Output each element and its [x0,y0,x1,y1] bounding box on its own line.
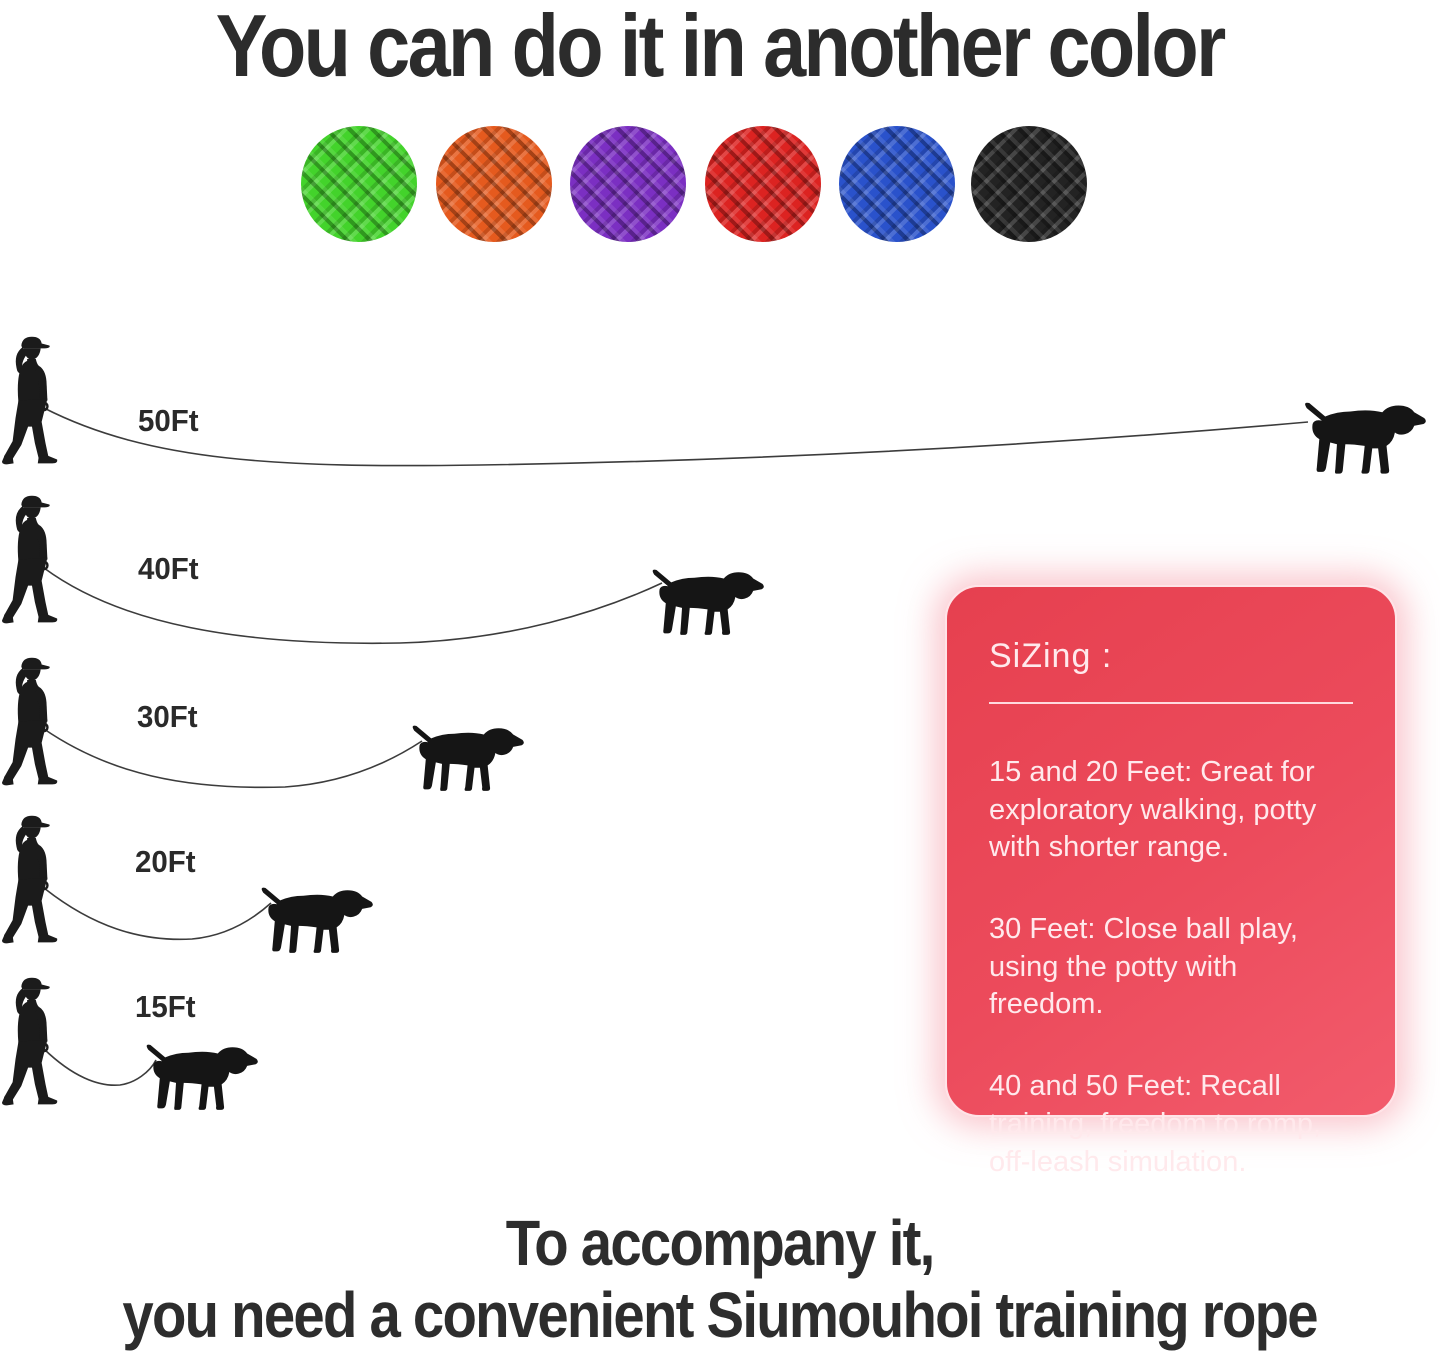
person-icon [2,655,60,792]
dog-icon [408,717,524,803]
color-swatch-green [301,126,417,242]
sizing-item-40-50ft: 40 and 50 Feet: Recall training, freedom… [989,1070,1322,1178]
color-swatch-blue [839,126,955,242]
footer-headline: To accompany it, you need a convenient S… [122,1207,1319,1351]
sizing-card-heading: SiZing : [989,637,1113,675]
dog-icon [648,561,764,647]
leash-line-50ft [43,407,1309,467]
dog-icon [142,1036,258,1122]
sizing-item-30ft: 30 Feet: Close ball play, using the pott… [989,913,1298,1021]
title-wrap: You can do it in another color [0,0,1440,92]
person-icon [2,334,60,471]
person-icon [2,975,60,1112]
leash-line-40ft [43,567,663,645]
color-swatch-orange [436,126,552,242]
dog-icon [1290,398,1436,482]
color-swatch-purple [570,126,686,242]
sizing-card: SiZing : 15 and 20 Feet: Great for explo… [945,585,1397,1178]
color-swatch-black [971,126,1087,242]
person-icon [2,813,60,950]
sizing-card-divider [989,702,1353,704]
leash-line-30ft [43,728,423,789]
person-icon [2,493,60,630]
leash-line-20ft [43,887,272,941]
leash-line-15ft [43,1048,157,1087]
color-swatch-red [705,126,821,242]
dog-icon [257,879,373,965]
length-label-20ft: 20Ft [135,844,196,879]
length-label-40ft: 40Ft [138,551,199,586]
length-label-15ft: 15Ft [135,989,196,1024]
sizing-item-15-20ft: 15 and 20 Feet: Great for exploratory wa… [989,756,1317,864]
page-title: You can do it in another color [216,0,1227,95]
footer-line-1: To accompany it, [506,1207,935,1279]
length-label-50ft: 50Ft [138,403,199,438]
length-label-30ft: 30Ft [137,699,198,734]
footer-wrap: To accompany it, you need a convenient S… [0,1207,1440,1351]
footer-line-2: you need a convenient Siumouhoi training… [122,1278,1319,1351]
